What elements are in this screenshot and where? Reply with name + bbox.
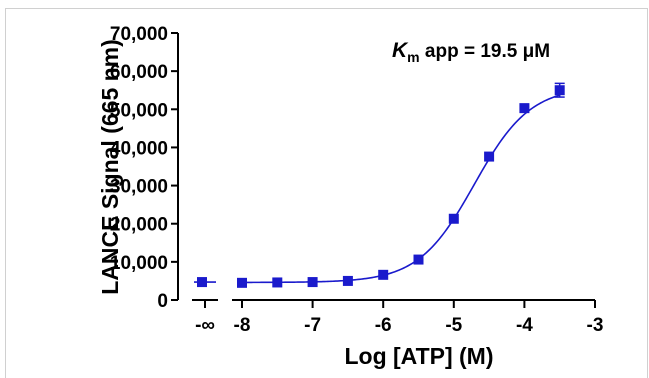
km-subscript: m xyxy=(407,49,419,65)
km-symbol: K xyxy=(392,39,409,62)
data-point xyxy=(554,85,565,96)
x-tick-label-neg-infinity: -∞ xyxy=(195,315,215,336)
y-tick-label: 10,000 xyxy=(110,253,168,274)
y-tick-label: 40,000 xyxy=(110,138,168,159)
x-tick-label: -6 xyxy=(375,315,392,336)
y-tick-label: 60,000 xyxy=(110,62,168,83)
y-tick-label: 70,000 xyxy=(110,24,168,45)
data-point xyxy=(237,277,247,288)
data-point xyxy=(448,213,459,224)
ticks: 0 10,000 20,000 30,000 40,000 50,000 60,000 70,… xyxy=(110,24,604,336)
data-point xyxy=(378,269,389,280)
km-value: app = 19.5 μM xyxy=(420,41,550,62)
x-tick-label: -4 xyxy=(516,315,533,336)
figure-frame xyxy=(5,8,648,378)
x-tick-label: -3 xyxy=(587,315,604,336)
data-point xyxy=(272,277,283,288)
y-tick-label: 50,000 xyxy=(110,100,168,121)
fit-curve xyxy=(241,94,560,284)
axes xyxy=(177,33,595,301)
y-tick-label: 30,000 xyxy=(110,177,168,198)
y-tick-label: 0 xyxy=(157,291,168,312)
data-point xyxy=(342,275,353,286)
x-tick-label: -5 xyxy=(445,315,462,336)
data-point xyxy=(484,151,495,162)
x-tick-label: -8 xyxy=(234,315,251,336)
km-annotation: Km app = 19.5 μM xyxy=(392,39,550,65)
x-tick-label: -7 xyxy=(304,315,321,336)
y-axis-label: LANCE Signal (665 nm) xyxy=(97,39,123,295)
y-tick-label: 20,000 xyxy=(110,215,168,236)
data-points xyxy=(194,82,565,288)
data-point xyxy=(307,277,318,288)
data-point-baseline xyxy=(197,277,207,288)
x-axis-label: Log [ATP] (M) xyxy=(344,343,493,369)
data-point xyxy=(519,103,530,114)
data-point xyxy=(413,254,424,265)
